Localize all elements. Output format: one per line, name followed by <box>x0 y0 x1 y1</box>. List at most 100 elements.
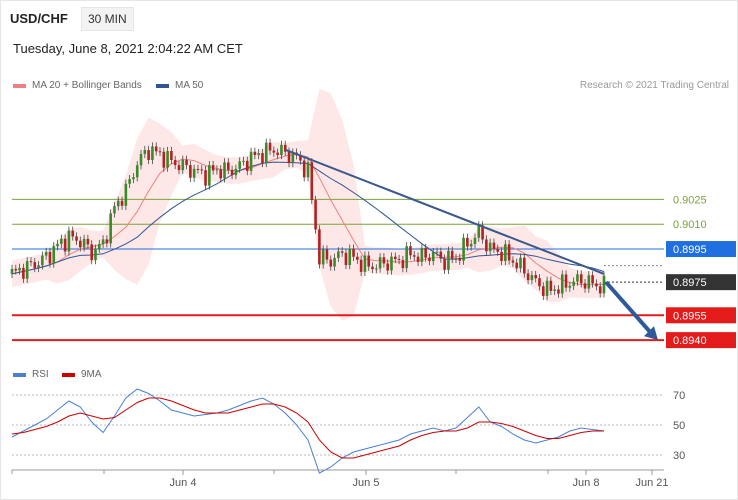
candle-body <box>454 257 458 259</box>
candle-body <box>519 257 522 269</box>
price-level-label: 0.8995 <box>673 244 707 256</box>
candle-body <box>60 238 63 244</box>
candle-body <box>139 153 143 166</box>
candle-body <box>196 168 200 170</box>
candle-body <box>154 146 158 152</box>
candle-body <box>393 256 397 260</box>
candle-body <box>299 155 302 161</box>
candle-body <box>227 162 230 170</box>
candle-body <box>602 275 606 294</box>
candle-body <box>215 169 219 171</box>
candle-body <box>166 151 169 168</box>
legend-swatch-ma20 <box>13 83 26 88</box>
candle-body <box>318 229 321 265</box>
rsi-9ma-line <box>11 397 604 459</box>
candle-body <box>79 240 82 248</box>
candle-body <box>526 273 530 281</box>
candle-body <box>71 230 75 237</box>
candle-body <box>568 285 572 288</box>
candle-body <box>249 151 253 171</box>
candle-body <box>507 244 511 261</box>
price-level-tag <box>666 307 736 324</box>
candle-body <box>481 225 484 240</box>
candle-body <box>147 150 150 161</box>
candle-body <box>135 165 139 178</box>
candle-body <box>405 246 408 269</box>
candle-body <box>420 247 424 262</box>
candle-body <box>48 251 52 264</box>
candle-body <box>424 247 427 258</box>
candle-body <box>560 274 564 294</box>
candle-body <box>553 289 556 291</box>
candle-body <box>450 250 454 259</box>
candle-body <box>41 255 44 266</box>
rsi-tick-label: 50 <box>673 420 685 432</box>
candle-body <box>541 286 545 296</box>
candle-body <box>595 283 598 287</box>
candle-body <box>261 153 264 164</box>
bollinger-band-area <box>12 88 604 321</box>
candle-body <box>325 249 329 260</box>
candle-body <box>337 251 340 258</box>
candle-body <box>170 151 173 160</box>
candle-body <box>44 251 48 256</box>
candle-body <box>371 266 374 270</box>
candle-body <box>538 278 541 287</box>
candle-body <box>177 165 181 171</box>
x-tick-label: Jun 8 <box>573 477 600 489</box>
candle-body <box>86 238 90 245</box>
candle-body <box>431 252 435 262</box>
candle-body <box>477 225 481 238</box>
candle-body <box>435 251 439 253</box>
candle-body <box>33 262 37 268</box>
candle-body <box>363 255 367 272</box>
candle-body <box>208 165 211 186</box>
candle-body <box>90 244 93 261</box>
candle-body <box>230 169 234 176</box>
timeframe-selector[interactable]: 30 MIN <box>81 7 134 31</box>
candle-body <box>245 160 249 171</box>
candle-body <box>82 238 86 248</box>
candle-body <box>314 200 317 230</box>
candle-body <box>511 260 515 263</box>
legend-9ma: 9MA <box>62 369 102 380</box>
rsi-line <box>11 388 605 474</box>
projection-arrow-shaft <box>604 280 654 336</box>
rsi-tick-label: 30 <box>673 450 685 462</box>
candle-body <box>375 268 378 270</box>
candle-body <box>63 238 67 252</box>
candle-body <box>390 256 393 271</box>
candle-body <box>283 144 287 152</box>
candle-body <box>124 183 128 206</box>
candle-body <box>462 237 465 261</box>
copyright-text: Research © 2021 Trading Central <box>579 80 729 91</box>
candle-body <box>280 144 283 156</box>
candle-body <box>238 161 241 169</box>
x-tick-label: Jun 5 <box>353 477 380 489</box>
legend-swatch-rsi <box>13 372 26 377</box>
price-level-label: 0.8975 <box>673 277 707 289</box>
candle-body <box>492 242 496 249</box>
candle-body <box>545 280 549 296</box>
candle-body <box>29 261 33 263</box>
candle-body <box>185 159 188 166</box>
candle-body <box>557 289 560 294</box>
candle-body <box>268 142 272 151</box>
candle-body <box>97 244 101 249</box>
chart-header: USD/CHF 30 MIN <box>0 0 738 34</box>
candle-body <box>397 259 401 261</box>
legend-rsi: RSI <box>13 369 49 380</box>
candle-body <box>204 170 207 186</box>
candle-body <box>116 200 120 207</box>
candle-body <box>52 246 56 264</box>
candle-body <box>321 249 325 265</box>
price-level-label: 0.9010 <box>673 219 707 231</box>
candle-body <box>572 281 575 286</box>
candle-body <box>340 251 344 253</box>
price-level-label: 0.8940 <box>673 335 707 347</box>
candle-body <box>128 179 131 184</box>
candle-body <box>257 153 260 156</box>
candle-body <box>22 267 25 279</box>
candle-body <box>523 257 526 274</box>
candle-body <box>409 246 412 256</box>
